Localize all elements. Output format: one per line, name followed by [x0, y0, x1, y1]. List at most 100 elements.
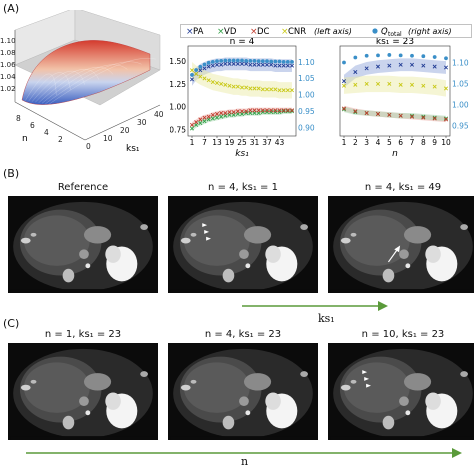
point-vd — [189, 126, 195, 131]
point-qtotal — [290, 59, 294, 64]
surface-z-tick: 1.02 — [0, 85, 16, 93]
y-right-tick-label: 1.00 — [298, 91, 315, 100]
point-dc — [235, 109, 240, 114]
legend-pa-label: PA — [193, 27, 204, 37]
legend-vd-label: VD — [224, 27, 237, 37]
point-vd — [285, 109, 290, 114]
point-qtotal — [223, 58, 228, 63]
point-dc — [252, 108, 257, 113]
point-cnr — [260, 87, 265, 92]
x-tick-label: 10 — [441, 138, 451, 147]
point-pa — [252, 62, 257, 67]
point-qtotal — [387, 53, 392, 57]
point-cnr — [364, 81, 369, 86]
point-cnr — [273, 87, 278, 92]
point-qtotal — [248, 58, 253, 63]
plot-frame — [339, 45, 451, 137]
point-vd — [421, 114, 426, 119]
point-dc — [277, 108, 282, 113]
point-pa — [281, 63, 286, 68]
point-cnr — [387, 81, 392, 86]
surface-n-tick: 4 — [44, 128, 49, 137]
arrowhead-marker — [364, 376, 370, 381]
point-pa — [227, 61, 232, 66]
surface-mesh-line — [28, 72, 71, 102]
y-right-tick-label: 1.10 — [452, 59, 469, 68]
point-cnr — [223, 82, 228, 87]
point-cnr — [421, 83, 426, 88]
legend-q-marker — [372, 28, 378, 34]
surface-ks-tick: 30 — [137, 118, 147, 127]
point-vd — [198, 121, 203, 126]
point-vd — [341, 107, 347, 112]
point-cnr — [194, 71, 199, 76]
x-tick-label: 37 — [262, 138, 272, 147]
point-pa — [421, 63, 426, 68]
point-pa — [239, 61, 245, 66]
point-dc — [375, 111, 381, 116]
point-dc — [289, 108, 295, 113]
point-pa — [269, 62, 274, 67]
point-pa — [189, 77, 195, 82]
point-cnr — [398, 82, 403, 87]
band-vd — [344, 106, 446, 122]
x-tick-label: 5 — [387, 138, 392, 147]
y-left-tick-label: 1.00 — [170, 103, 186, 112]
legend-vd-marker: × — [217, 27, 225, 37]
arrowhead-marker — [202, 223, 208, 228]
point-qtotal — [398, 53, 403, 58]
point-vd — [202, 119, 207, 124]
surface-ks-tick: 40 — [154, 110, 164, 119]
point-cnr — [269, 87, 274, 92]
point-dc — [239, 109, 245, 114]
surface-z-tick: 1.08 — [0, 49, 16, 57]
legend-cnr-marker: × — [281, 27, 289, 37]
point-dc — [194, 120, 199, 125]
point-vd — [353, 110, 358, 115]
point-qtotal — [206, 60, 211, 65]
point-vd — [219, 114, 224, 119]
point-dc — [189, 122, 195, 127]
point-qtotal — [342, 60, 346, 65]
point-qtotal — [281, 59, 286, 64]
point-cnr — [432, 84, 437, 89]
point-qtotal — [269, 59, 274, 64]
point-dc — [256, 108, 261, 113]
point-dc — [443, 117, 449, 122]
point-dc — [432, 116, 437, 121]
legend-dc-label: DC — [257, 27, 270, 37]
x-tick-label: 4 — [376, 138, 381, 147]
point-dc — [421, 115, 426, 120]
y-right-tick-label: 0.95 — [298, 107, 315, 116]
band-cnr — [344, 75, 446, 97]
point-vd — [281, 109, 286, 114]
point-dc — [269, 108, 274, 113]
point-dc — [210, 112, 215, 117]
point-vd — [443, 116, 449, 121]
point-qtotal — [421, 54, 426, 59]
point-pa — [432, 64, 437, 69]
panel-c-image-0 — [8, 343, 158, 440]
point-dc — [285, 108, 290, 113]
point-cnr — [256, 86, 261, 91]
point-pa — [223, 61, 228, 66]
point-pa — [364, 66, 369, 71]
legend-q-subscript: total — [388, 31, 402, 38]
n-arrow-label: n — [241, 455, 249, 468]
ks-arrow-label: ks₁ — [318, 312, 335, 325]
point-vd — [289, 109, 295, 114]
point-dc — [248, 108, 253, 113]
point-dc — [231, 110, 236, 115]
x-tick-label: 13 — [212, 138, 222, 147]
band-dc — [344, 105, 446, 123]
point-cnr — [341, 83, 347, 88]
x-tick-label: 6 — [398, 138, 403, 147]
point-cnr — [375, 81, 381, 86]
surface-ks-tick: 20 — [120, 126, 130, 135]
arrowhead-marker — [366, 383, 371, 388]
panel-b-image-2 — [328, 196, 474, 293]
y-right-tick-label: 1.00 — [452, 101, 469, 110]
point-cnr — [210, 80, 215, 85]
x-tick-label: 3 — [364, 138, 369, 147]
panel-label-c: (C) — [3, 317, 20, 330]
